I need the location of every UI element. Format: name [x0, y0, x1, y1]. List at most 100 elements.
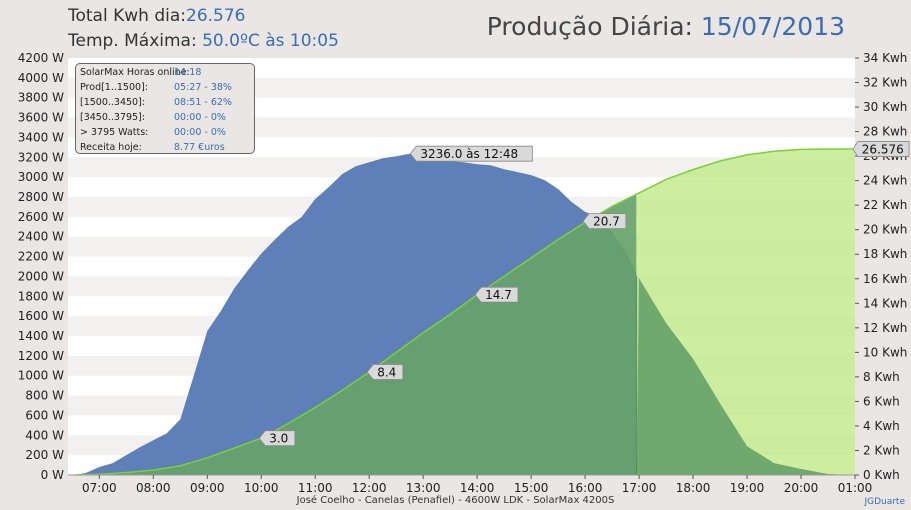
power-overlap-area [636, 278, 855, 475]
total-kwh-label: Total Kwh dia: [68, 6, 186, 26]
annotation-box [258, 430, 296, 447]
chart-title-date: 15/07/2013 [700, 12, 845, 41]
info-value: 00:00 - 0% [174, 127, 226, 138]
x-tick-label: 13:00 [406, 481, 441, 495]
max-temp-label: Temp. Máxima: [68, 31, 197, 51]
info-row: Receita hoje: 8.77 €uros [76, 140, 254, 155]
y-right-tick-label: 8 Kwh [863, 370, 900, 384]
annotation-box [852, 141, 910, 157]
max-temp-line: Temp. Máxima: 50.0ºC às 10:05 [68, 29, 339, 54]
x-tick-label: 16:00 [568, 481, 603, 495]
info-label: SolarMax Horas online: [80, 67, 190, 78]
y-right-tick-label: 34 Kwh [863, 51, 907, 65]
y-right-tick-label: 20 Kwh [863, 223, 907, 237]
max-temp-value: 50.0ºC às 10:05 [202, 31, 339, 51]
info-label: Prod[1..1500]: [80, 82, 148, 93]
y-right-tick-label: 30 Kwh [863, 100, 907, 114]
x-tick-label: 15:00 [514, 481, 549, 495]
x-tick-label: 11:00 [298, 481, 333, 495]
annotation-callout: 3.0 [258, 430, 296, 447]
y-right-tick-label: 32 Kwh [863, 76, 907, 90]
y-left-tick-label: 3000 W [18, 170, 64, 184]
y-left-tick-label: 1400 W [18, 329, 64, 343]
info-value: 00:00 - 0% [174, 112, 226, 123]
y-left-tick-label: 2200 W [18, 250, 64, 264]
y-left-tick-label: 2800 W [18, 190, 64, 204]
y-right-tick-label: 4 Kwh [863, 419, 900, 433]
annotation-box [366, 364, 404, 380]
x-tick-label: 18:00 [676, 481, 711, 495]
y-right-tick-label: 28 Kwh [863, 125, 907, 139]
info-value: 05:27 - 38% [174, 82, 232, 93]
info-value: 8.77 €uros [174, 142, 225, 153]
info-row: [1500..3450]: 08:51 - 62% [76, 95, 254, 110]
y-left-tick-label: 1600 W [18, 309, 64, 323]
info-label: Receita hoje: [80, 142, 142, 153]
info-label: > 3795 Watts: [80, 127, 149, 138]
x-tick-label: 17:00 [622, 481, 657, 495]
chart-title: Produção Diária: 15/07/2013 [487, 12, 845, 41]
annotation-callout: 14.7 [474, 286, 519, 303]
total-kwh-line: Total Kwh dia:26.576 [68, 4, 339, 29]
y-left-tick-label: 3200 W [18, 150, 64, 164]
y-right-tick-label: 14 Kwh [863, 296, 907, 310]
x-tick-label: 20:00 [784, 481, 819, 495]
x-tick-label: 07:00 [82, 481, 117, 495]
annotation-callout: 26.576 [852, 141, 910, 157]
info-label: [3450..3795]: [80, 112, 146, 123]
annotation-label: 3.0 [269, 432, 288, 446]
y-left-tick-label: 2000 W [18, 269, 64, 283]
annotation-label: 3236.0 às 12:48 [420, 147, 518, 161]
annotation-box [582, 213, 627, 230]
annotation-label: 26.576 [862, 143, 904, 157]
y-left-tick-label: 1200 W [18, 349, 64, 363]
annotation-label: 8.4 [377, 365, 396, 379]
annotation-callout: 20.7 [582, 213, 627, 230]
y-left-tick-label: 400 W [25, 428, 64, 442]
energy-line [74, 148, 856, 476]
info-row: [3450..3795]: 00:00 - 0% [76, 110, 254, 125]
y-axis-right: 0 Kwh 2 Kwh 4 Kwh 6 Kwh 8 Kwh 10 Kwh 12 Kwh 14 … [855, 51, 907, 482]
y-left-tick-label: 3800 W [18, 91, 64, 105]
annotations: 3236.0 às 12:48 3.0 8.4 14.7 20.7 26.576 [258, 141, 910, 447]
info-box: SolarMax Horas online: 14:18 Prod[1..1500… [75, 63, 255, 154]
y-right-tick-label: 0 Kwh [863, 468, 900, 482]
x-tick-label: 08:00 [136, 481, 171, 495]
y-right-tick-label: 22 Kwh [863, 198, 907, 212]
y-right-tick-label: 2 Kwh [863, 443, 900, 457]
annotation-callout: 3236.0 às 12:48 [409, 145, 533, 162]
y-left-tick-label: 1800 W [18, 289, 64, 303]
y-left-tick-label: 600 W [25, 408, 64, 422]
annotation-box [409, 145, 533, 162]
y-right-tick-label: 24 Kwh [863, 174, 907, 188]
info-row: Prod[1..1500]: 05:27 - 38% [76, 80, 254, 95]
x-tick-label: 09:00 [190, 481, 225, 495]
x-tick-label: 14:00 [460, 481, 495, 495]
energy-area-past [75, 194, 637, 476]
y-right-tick-label: 6 Kwh [863, 394, 900, 408]
chart-title-label: Produção Diária: [486, 12, 693, 41]
x-tick-label: 01:00 [838, 481, 873, 495]
info-row: SolarMax Horas online: 14:18 [76, 65, 254, 80]
y-left-tick-label: 2400 W [18, 230, 64, 244]
y-right-tick-label: 10 Kwh [863, 345, 907, 359]
y-left-tick-label: 2600 W [18, 210, 64, 224]
y-right-tick-label: 16 Kwh [863, 272, 907, 286]
y-left-tick-label: 3400 W [18, 130, 64, 144]
info-label: [1500..3450]: [80, 97, 146, 108]
y-right-tick-label: 12 Kwh [863, 321, 907, 335]
annotation-box [474, 286, 519, 303]
x-tick-label: 12:00 [352, 481, 387, 495]
y-left-tick-label: 200 W [25, 448, 64, 462]
y-axis-left: 0 W 200 W 400 W 600 W 800 W 1000 W 1200 W 1400 … [18, 51, 64, 482]
credit-text: JGDuarte [864, 497, 905, 507]
header-stats: Total Kwh dia:26.576 Temp. Máxima: 50.0º… [68, 4, 339, 54]
y-left-tick-label: 4200 W [18, 51, 64, 65]
x-axis: 07:00 08:00 09:00 10:00 11:00 12:00 13:00 14:00… [82, 475, 872, 495]
y-left-tick-label: 1000 W [18, 369, 64, 383]
y-left-tick-label: 0 W [41, 468, 64, 482]
grid-stripe [68, 117, 855, 138]
y-left-tick-label: 3600 W [18, 111, 64, 125]
annotation-callout: 8.4 [366, 364, 404, 380]
grid-stripe [68, 77, 855, 98]
